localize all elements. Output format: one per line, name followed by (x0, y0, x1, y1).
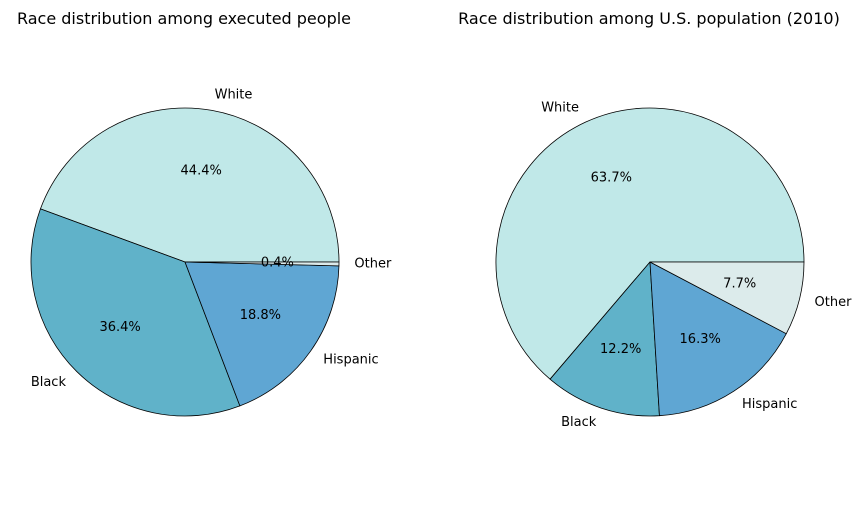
category-label-population-black: Black (561, 415, 597, 430)
pie-slice-population-black (549, 261, 660, 417)
pie-slices-executed (30, 107, 340, 417)
pie-slices-population (495, 107, 805, 417)
percent-label-executed-other: 0.4% (261, 256, 294, 271)
category-label-executed-white: White (215, 88, 253, 103)
pie-slice-population-other (649, 261, 805, 335)
pie-chart-executed: Race distribution among executed people … (17, 9, 392, 417)
pie-slice-executed-other (184, 261, 340, 267)
category-label-executed-black: Black (31, 375, 67, 390)
percent-label-population-hispanic: 16.3% (680, 332, 721, 347)
chart-title-executed: Race distribution among executed people (17, 9, 351, 28)
pie-slice-executed-hispanic (184, 261, 340, 407)
percent-label-population-white: 63.7% (591, 171, 632, 186)
pie-slice-population-white (495, 107, 805, 380)
category-label-population-hispanic: Hispanic (742, 397, 797, 412)
category-label-population-white: White (541, 101, 579, 116)
percent-label-executed-black: 36.4% (99, 320, 140, 335)
category-label-executed-hispanic: Hispanic (323, 352, 378, 367)
percent-label-population-black: 12.2% (600, 342, 641, 357)
pie-slice-population-hispanic (649, 261, 787, 417)
percent-label-population-other: 7.7% (723, 277, 756, 292)
pie-labels-executed: White 44.4% Black 36.4% Hispanic 18.8% Other 0.… (31, 88, 392, 390)
pie-chart-population: Race distribution among U.S. population … (458, 9, 852, 430)
category-label-population-other: Other (815, 295, 853, 310)
category-label-executed-other: Other (354, 257, 392, 272)
chart-title-population: Race distribution among U.S. population … (458, 9, 840, 28)
pie-labels-population: White 63.7% Black 12.2% Hispanic 16.3% Other 7.… (541, 101, 852, 431)
pie-slice-executed-white (40, 107, 340, 263)
percent-label-executed-white: 44.4% (181, 164, 222, 179)
pie-slice-executed-black (30, 208, 241, 417)
percent-label-executed-hispanic: 18.8% (240, 308, 281, 323)
